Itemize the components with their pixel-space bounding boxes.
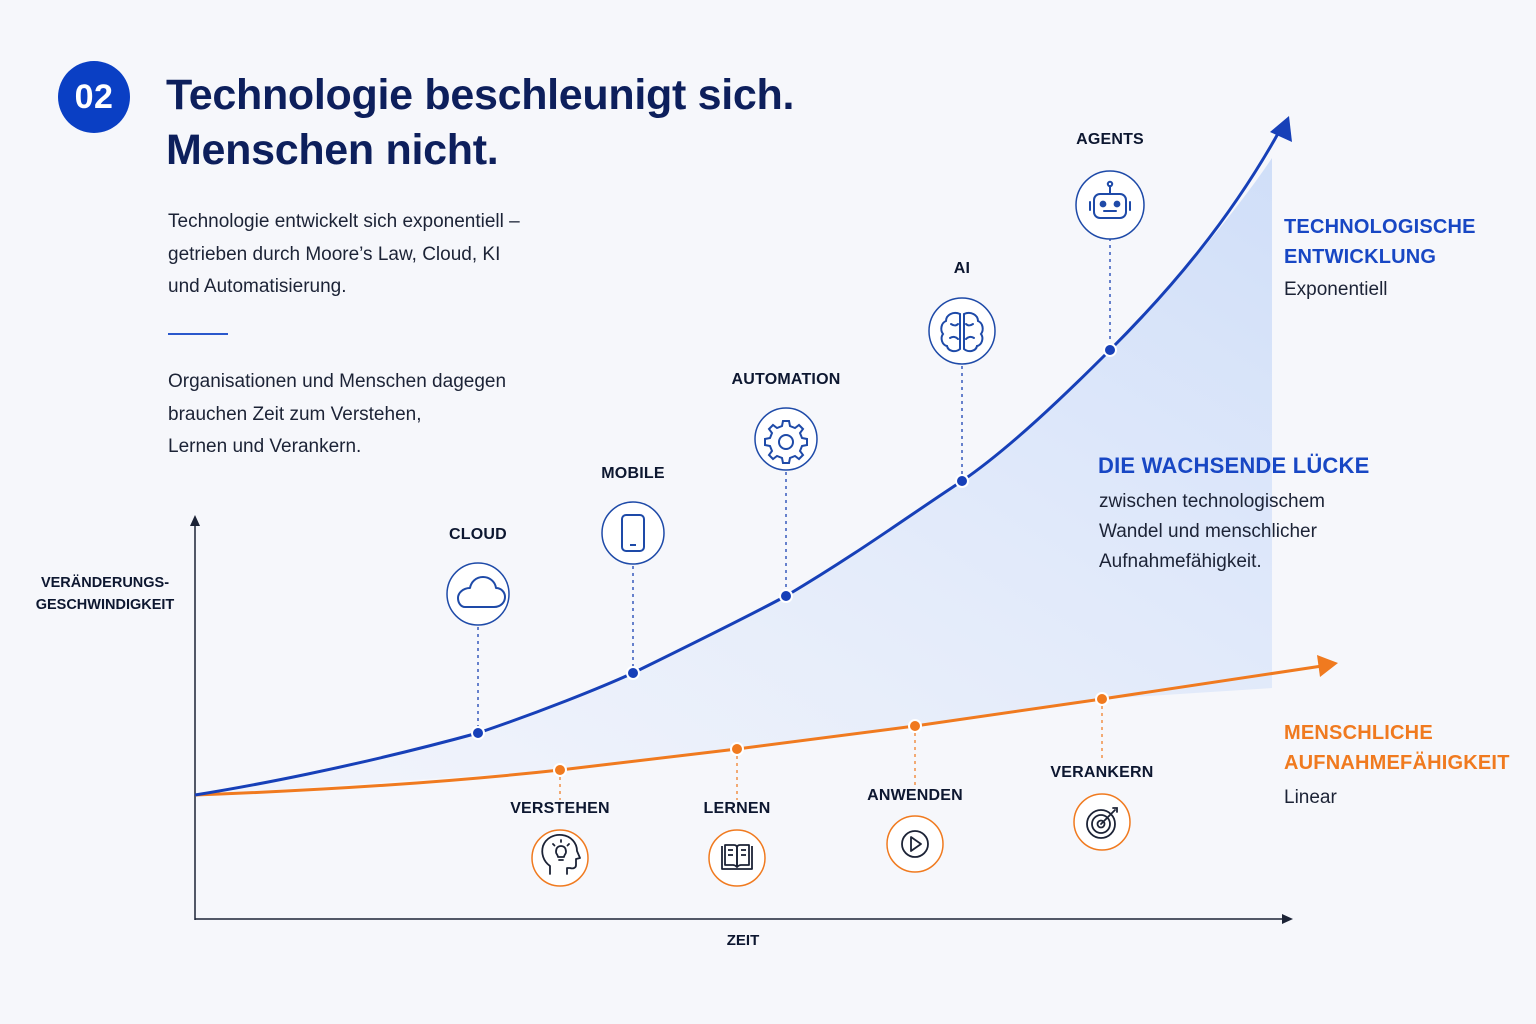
growing-gap-area [195, 158, 1272, 795]
technology-title-line: ENTWICKLUNG [1284, 246, 1437, 268]
gap-title: DIE WACHSENDE LÜCKE [1098, 453, 1370, 478]
gap-text-line: Aufnahmefähigkeit. [1099, 551, 1262, 572]
milestone-label-automation: AUTOMATION [731, 371, 841, 388]
milestone-label-lernen: LERNEN [703, 800, 771, 817]
mobile-point [626, 666, 640, 680]
ai-point [955, 474, 969, 488]
lernen-point [730, 742, 744, 756]
human-title: MENSCHLICHE AUFNAHMEFÄHIGKEIT [1284, 718, 1510, 778]
milestone-label-anwenden: ANWENDEN [867, 787, 963, 804]
gap-description: zwischen technologischem Wandel und mens… [1099, 487, 1325, 577]
intro-paragraph-2: Organisationen und Menschen dagegen brau… [168, 366, 506, 464]
cloud-icon [457, 576, 506, 608]
intro-1-line: Technologie entwickelt sich exponentiell… [168, 211, 520, 232]
technology-subtitle: Exponentiell [1284, 279, 1388, 300]
milestone-label-cloud: CLOUD [449, 526, 507, 543]
x-axis-arrow [1282, 914, 1293, 924]
section-number-badge: 02 [58, 61, 130, 133]
milestone-label-mobile: MOBILE [601, 465, 665, 482]
page-title: Technologie beschleunigt sich. Menschen … [166, 68, 794, 178]
intro-paragraph-1: Technologie entwickelt sich exponentiell… [168, 206, 520, 304]
automation-point [779, 589, 793, 603]
play-icon [901, 830, 929, 858]
title-line-2: Menschen nicht. [166, 126, 499, 174]
milestone-label-agents: AGENTS [1076, 131, 1144, 148]
intro-2-line: brauchen Zeit zum Verstehen, [168, 403, 422, 425]
verankern-point [1095, 692, 1109, 706]
intro-2-line: Organisationen und Menschen dagegen [168, 371, 507, 392]
human-title-line: AUFNAHMEFÄHIGKEIT [1284, 752, 1510, 774]
head-lightbulb-icon [541, 833, 581, 875]
human-subtitle: Linear [1284, 787, 1337, 808]
title-line-1: Technologie beschleunigt sich. [166, 71, 795, 119]
technology-title-line: TECHNOLOGISCHE [1284, 216, 1476, 238]
intro-2-line: Lernen und Verankern. [168, 436, 362, 457]
human-title-line: MENSCHLICHE [1284, 722, 1433, 744]
y-axis-arrow [190, 515, 200, 526]
technology-title: TECHNOLOGISCHE ENTWICKLUNG [1284, 212, 1476, 272]
smartphone-icon [621, 514, 645, 552]
gap-text-line: zwischen technologischem [1099, 491, 1326, 512]
y-axis-label: VERÄNDERUNGS- GESCHWINDIGKEIT [28, 572, 182, 616]
intro-1-line: getrieben durch Moore’s Law, Cloud, KI [168, 243, 501, 265]
x-axis-label: ZEIT [726, 932, 760, 949]
tech-curve-arrow [1270, 116, 1292, 142]
milestone-label-ai: AI [953, 260, 971, 277]
y-axis-label-line: VERÄNDERUNGS- [40, 575, 170, 591]
brain-icon [940, 311, 984, 353]
gap-text-line: Wandel und menschlicher [1099, 521, 1317, 542]
human-curve-arrow [1317, 655, 1338, 677]
robot-icon [1089, 180, 1131, 219]
milestone-label-verstehen: VERSTEHEN [510, 800, 610, 817]
open-book-icon [721, 844, 753, 870]
intro-1-line: und Automatisierung. [168, 276, 347, 297]
y-axis-label-line: GESCHWINDIGKEIT [35, 597, 175, 613]
agents-point [1103, 343, 1117, 357]
cloud-point [471, 726, 485, 740]
milestone-label-verankern: VERANKERN [1050, 764, 1154, 781]
target-icon [1086, 807, 1118, 839]
divider [168, 333, 228, 335]
gear-icon [764, 420, 808, 464]
verstehen-point [553, 763, 567, 777]
anwenden-point [908, 719, 922, 733]
